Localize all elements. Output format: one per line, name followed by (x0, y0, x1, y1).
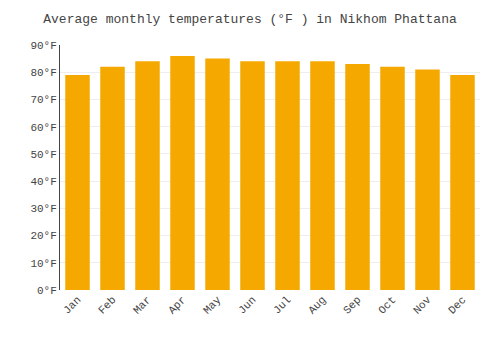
svg-text:Sep: Sep (341, 294, 363, 316)
svg-text:Feb: Feb (96, 294, 118, 316)
svg-text:Nov: Nov (411, 294, 434, 317)
svg-text:Dec: Dec (446, 294, 468, 316)
svg-text:Average monthly temperatures (: Average monthly temperatures (°F ) in Ni… (43, 12, 457, 27)
svg-text:Jan: Jan (61, 294, 83, 316)
svg-text:30°F: 30°F (30, 203, 56, 215)
svg-text:50°F: 50°F (30, 149, 56, 161)
svg-text:40°F: 40°F (30, 176, 56, 188)
svg-text:Mar: Mar (131, 294, 153, 316)
svg-text:20°F: 20°F (30, 230, 56, 242)
svg-text:May: May (201, 294, 224, 317)
svg-text:70°F: 70°F (30, 94, 56, 106)
svg-text:Aug: Aug (306, 294, 328, 316)
svg-text:0°F: 0°F (37, 285, 57, 297)
svg-text:Jul: Jul (271, 294, 293, 316)
svg-text:Oct: Oct (376, 294, 398, 316)
svg-text:80°F: 80°F (30, 67, 56, 79)
svg-text:60°F: 60°F (30, 122, 56, 134)
svg-text:Jun: Jun (236, 294, 258, 316)
svg-text:Apr: Apr (166, 294, 188, 316)
svg-text:10°F: 10°F (30, 258, 56, 270)
svg-text:90°F: 90°F (30, 40, 56, 52)
